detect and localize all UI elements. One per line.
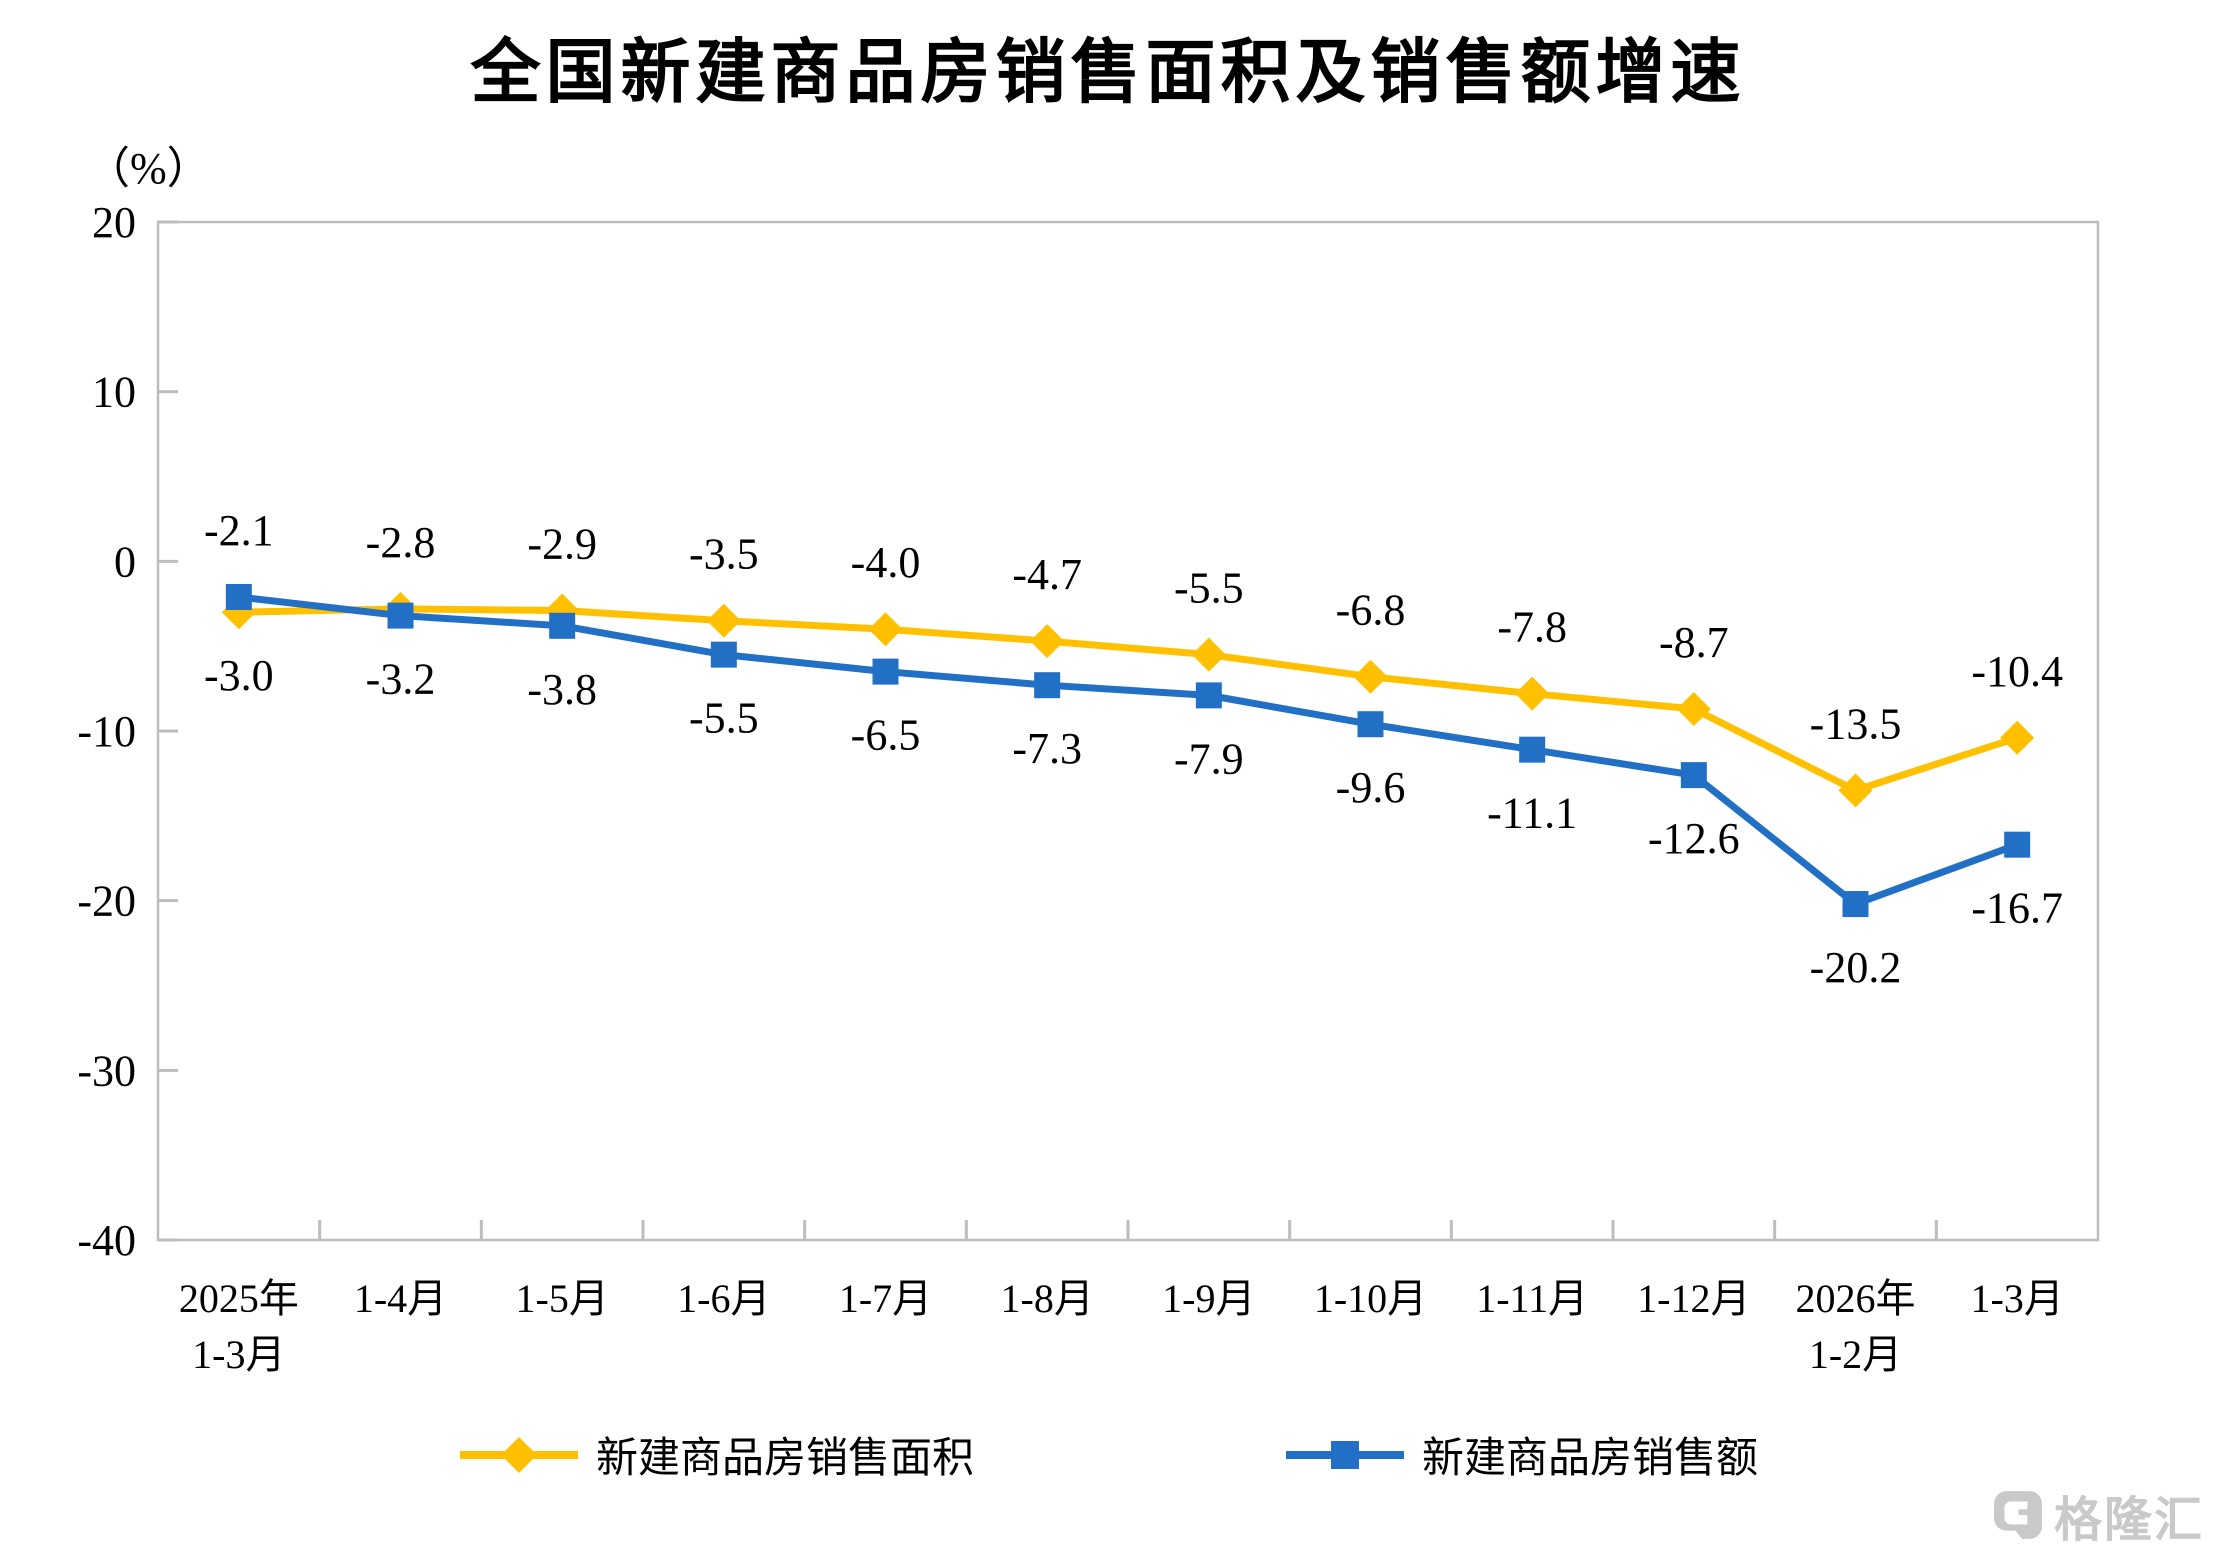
legend-label-sales-area: 新建商品房销售面积 xyxy=(595,1436,974,1482)
sales-amount-data-label: -7.9 xyxy=(1174,734,1244,783)
sales-area-marker xyxy=(1353,659,1388,694)
legend-square-marker-icon xyxy=(1286,1440,1404,1469)
gelonghui-watermark: 格隆汇 xyxy=(1992,1480,2204,1550)
sales-amount-marker xyxy=(710,641,737,668)
sales-area-data-label: -4.7 xyxy=(1012,550,1082,599)
sales-amount-marker xyxy=(387,602,414,629)
x-axis-category-label: 2025年 1-3月 xyxy=(179,1276,299,1377)
sales-area-marker xyxy=(1030,624,1065,659)
y-axis-tick-label: 20 xyxy=(92,198,136,247)
gelonghui-logo-icon xyxy=(1994,1491,2042,1539)
sales-area-data-label: -3.5 xyxy=(689,530,759,579)
plot-frame xyxy=(156,220,2100,1242)
sales-amount-data-label: -16.7 xyxy=(1971,884,2063,933)
sales-area-data-label: -13.5 xyxy=(1810,699,1902,748)
chart-legend: 新建商品房销售面积 新建商品房销售额 xyxy=(0,1424,2216,1485)
sales-amount-data-label: -20.2 xyxy=(1810,943,1902,992)
sales-amount-marker xyxy=(549,612,576,639)
sales-area-data-label: -6.8 xyxy=(1336,586,1406,635)
sales-amount-data-label: -3.8 xyxy=(527,665,597,714)
sales-area-data-label: -5.5 xyxy=(1174,564,1244,613)
y-axis-tick-label: -30 xyxy=(77,1046,136,1095)
sales-area-marker xyxy=(1838,773,1873,808)
sales-amount-data-label: -5.5 xyxy=(689,694,759,743)
sales-area-marker xyxy=(706,603,741,638)
sales-amount-marker xyxy=(225,583,252,610)
sales-amount-data-label: -7.3 xyxy=(1012,724,1082,773)
sales-amount-data-label: -11.1 xyxy=(1487,789,1577,838)
sales-amount-marker xyxy=(1519,736,1546,763)
sales-amount-marker xyxy=(2004,831,2031,858)
x-axis-category-label: 1-6月 xyxy=(677,1276,770,1321)
sales-area-data-label: -4.0 xyxy=(851,538,921,587)
x-axis-category-label: 2026年 1-2月 xyxy=(1796,1276,1916,1377)
sales-area-data-label: -10.4 xyxy=(1971,647,2063,696)
sales-amount-data-label: -6.5 xyxy=(851,711,921,760)
sales-area-line xyxy=(235,605,2021,794)
y-axis-unit-label: （%） xyxy=(86,144,211,193)
x-axis-category-label: 1-10月 xyxy=(1314,1276,1427,1321)
x-axis-category-label: 1-8月 xyxy=(1001,1276,1094,1321)
sales-amount-marker xyxy=(1842,891,1869,918)
chart-title: 全国新建商品房销售面积及销售额增速 xyxy=(470,33,1746,111)
sales-area-marker xyxy=(1515,676,1550,711)
y-axis-tick-label: -10 xyxy=(77,707,136,756)
y-axis-tick-label: 0 xyxy=(114,537,136,586)
sales-amount-data-label: -9.6 xyxy=(1336,763,1406,812)
x-axis-category-label: 1-12月 xyxy=(1637,1276,1750,1321)
sales-area-data-label: -7.8 xyxy=(1497,603,1567,652)
y-axis-tick-label: -20 xyxy=(77,877,136,926)
x-axis-category-label: 1-4月 xyxy=(354,1276,447,1321)
sales-area-marker xyxy=(2000,720,2035,755)
x-axis-category-label: 1-9月 xyxy=(1162,1276,1255,1321)
sales-area-data-label: -2.9 xyxy=(527,520,597,569)
watermark-text: 格隆汇 xyxy=(2053,1494,2204,1547)
sales-amount-data-label: -2.1 xyxy=(204,506,274,555)
x-axis-category-label: 1-5月 xyxy=(516,1276,609,1321)
legend-label-sales-amount: 新建商品房销售额 xyxy=(1422,1436,1759,1482)
sales-amount-marker xyxy=(1357,711,1384,738)
sales-amount-marker xyxy=(1680,762,1707,789)
x-axis-category-label: 1-3月 xyxy=(1971,1276,2064,1321)
sales-amount-marker xyxy=(1195,682,1222,709)
sales-amount-marker xyxy=(1034,672,1061,699)
sales-amount-line xyxy=(235,593,2021,908)
sales-amount-data-label: -12.6 xyxy=(1648,814,1740,863)
sales-amount-data-label: -3.2 xyxy=(366,655,436,704)
legend-item-sales-amount: 新建商品房销售额 xyxy=(1284,1424,1758,1485)
y-axis-tick-label: -40 xyxy=(77,1216,136,1265)
sales-amount-marker xyxy=(872,658,899,685)
y-axis-tick-label: 10 xyxy=(92,368,136,417)
x-axis-category-label: 1-7月 xyxy=(839,1276,932,1321)
x-axis-category-label: 1-11月 xyxy=(1476,1276,1588,1321)
legend-item-sales-area: 新建商品房销售面积 xyxy=(458,1424,974,1485)
sales-area-data-label: -8.7 xyxy=(1659,618,1729,667)
sales-area-data-label: -2.8 xyxy=(366,518,436,567)
sales-area-marker xyxy=(868,612,903,647)
legend-diamond-marker-icon xyxy=(459,1436,578,1473)
sales-area-marker xyxy=(1191,637,1226,672)
sales-area-marker xyxy=(1676,691,1711,726)
sales-area-data-label: -3.0 xyxy=(204,651,274,700)
